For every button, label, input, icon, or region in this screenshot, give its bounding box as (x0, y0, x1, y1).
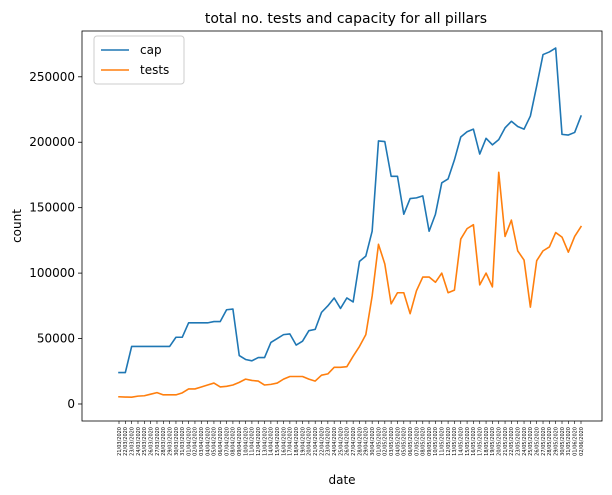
x-tick-label: 06/05/2020 (408, 427, 414, 456)
x-tick-label: 27/05/2020 (541, 427, 547, 456)
x-tick-label: 05/04/2020 (212, 427, 218, 456)
x-tick-label: 22/04/2020 (319, 427, 325, 456)
x-tick-label: 10/05/2020 (433, 427, 439, 456)
x-tick-label: 17/05/2020 (478, 427, 484, 456)
x-tick-label: 21/05/2020 (503, 427, 509, 456)
x-tick-label: 09/05/2020 (427, 427, 433, 456)
x-tick-label: 13/05/2020 (452, 427, 458, 456)
x-tick-label: 31/03/2020 (180, 427, 186, 456)
x-tick-label: 08/05/2020 (421, 427, 427, 456)
x-tick-label: 02/06/2020 (579, 427, 585, 456)
x-tick-label: 29/04/2020 (364, 427, 370, 456)
y-tick-label: 50000 (37, 332, 75, 346)
x-tick-label: 12/05/2020 (446, 427, 452, 456)
x-tick-label: 09/04/2020 (237, 427, 243, 456)
x-axis-title: date (328, 473, 355, 487)
series-line-cap (118, 47, 583, 374)
x-tick-label: 17/04/2020 (288, 427, 294, 456)
y-axis: 0 50000 100000 150000 200000 250000 (29, 70, 82, 411)
x-tick-label: 25/05/2020 (528, 427, 534, 456)
x-tick-label: 12/04/2020 (256, 427, 262, 456)
series-lines (118, 47, 583, 398)
x-tick-label: 01/05/2020 (376, 427, 382, 456)
x-tick-label: 31/05/2020 (566, 427, 572, 456)
y-tick-label: 150000 (29, 201, 75, 215)
x-tick-label: 28/04/2020 (357, 427, 363, 456)
x-tick-label: 07/04/2020 (224, 427, 230, 456)
x-tick-label: 23/04/2020 (326, 427, 332, 456)
x-tick-label: 24/05/2020 (522, 427, 528, 456)
x-tick-label: 11/05/2020 (440, 427, 446, 456)
x-tick-label: 22/03/2020 (123, 427, 129, 456)
x-tick-label: 25/04/2020 (338, 427, 344, 456)
x-tick-label: 20/04/2020 (307, 427, 313, 456)
x-tick-label: 01/04/2020 (186, 427, 192, 456)
y-tick-label: 250000 (29, 70, 75, 84)
x-tick-label: 29/03/2020 (167, 427, 173, 456)
legend-label-tests: tests (140, 63, 169, 77)
y-tick-label: 0 (67, 397, 75, 411)
x-tick-label: 15/05/2020 (465, 427, 471, 456)
x-tick-label: 10/04/2020 (243, 427, 249, 456)
x-tick-label: 18/04/2020 (294, 427, 300, 456)
x-tick-label: 23/03/2020 (129, 427, 135, 456)
x-tick-label: 24/03/2020 (136, 427, 142, 456)
y-tick-label: 100000 (29, 266, 75, 280)
x-tick-label: 11/04/2020 (250, 427, 256, 456)
x-tick-label: 13/04/2020 (262, 427, 268, 456)
legend: cap tests (93, 35, 185, 85)
x-tick-label: 20/05/2020 (497, 427, 503, 456)
x-tick-label: 16/04/2020 (281, 427, 287, 456)
y-axis-title: count (10, 209, 24, 243)
x-tick-label: 27/04/2020 (351, 427, 357, 456)
x-tick-label: 26/05/2020 (534, 427, 540, 456)
x-axis: 21/03/2020 22/03/2020 23/03/2020 24/03/2020… (117, 421, 585, 456)
x-tick-label: 16/05/2020 (471, 427, 477, 456)
x-tick-label: 04/05/2020 (395, 427, 401, 456)
x-tick-label: 27/03/2020 (155, 427, 161, 456)
x-tick-label: 30/05/2020 (560, 427, 566, 456)
y-tick-label: 200000 (29, 135, 75, 149)
x-tick-label: 14/04/2020 (269, 427, 275, 456)
x-tick-label: 08/04/2020 (231, 427, 237, 456)
x-tick-label: 21/04/2020 (313, 427, 319, 456)
x-tick-label: 25/03/2020 (142, 427, 148, 456)
x-tick-label: 24/04/2020 (332, 427, 338, 456)
x-tick-label: 04/04/2020 (205, 427, 211, 456)
chart-title: total no. tests and capacity for all pil… (205, 11, 487, 27)
x-tick-label: 19/05/2020 (490, 427, 496, 456)
x-tick-label: 03/05/2020 (389, 427, 395, 456)
x-tick-label: 29/05/2020 (553, 427, 559, 456)
x-tick-label: 15/04/2020 (275, 427, 281, 456)
x-tick-label: 28/03/2020 (161, 427, 167, 456)
x-tick-label: 23/05/2020 (516, 427, 522, 456)
x-tick-label: 21/03/2020 (117, 427, 123, 456)
x-tick-label: 26/03/2020 (148, 427, 154, 456)
x-tick-label: 18/05/2020 (484, 427, 490, 456)
x-tick-label: 07/05/2020 (414, 427, 420, 456)
x-tick-label: 02/05/2020 (383, 427, 389, 456)
x-tick-label: 14/05/2020 (459, 427, 465, 456)
x-tick-label: 06/04/2020 (218, 427, 224, 456)
x-tick-label: 22/05/2020 (509, 427, 515, 456)
legend-box (93, 35, 185, 85)
x-tick-label: 05/05/2020 (402, 427, 408, 456)
x-tick-label: 01/06/2020 (572, 427, 578, 456)
x-tick-label: 03/04/2020 (199, 427, 205, 456)
x-tick-label: 19/04/2020 (300, 427, 306, 456)
x-tick-label: 02/04/2020 (193, 427, 199, 456)
legend-label-cap: cap (140, 43, 162, 57)
x-tick-label: 28/05/2020 (547, 427, 553, 456)
plot-area-frame (81, 30, 603, 422)
series-line-tests (118, 171, 583, 398)
x-tick-label: 30/03/2020 (174, 427, 180, 456)
x-tick-label: 30/04/2020 (370, 427, 376, 456)
x-tick-label: 26/04/2020 (345, 427, 351, 456)
